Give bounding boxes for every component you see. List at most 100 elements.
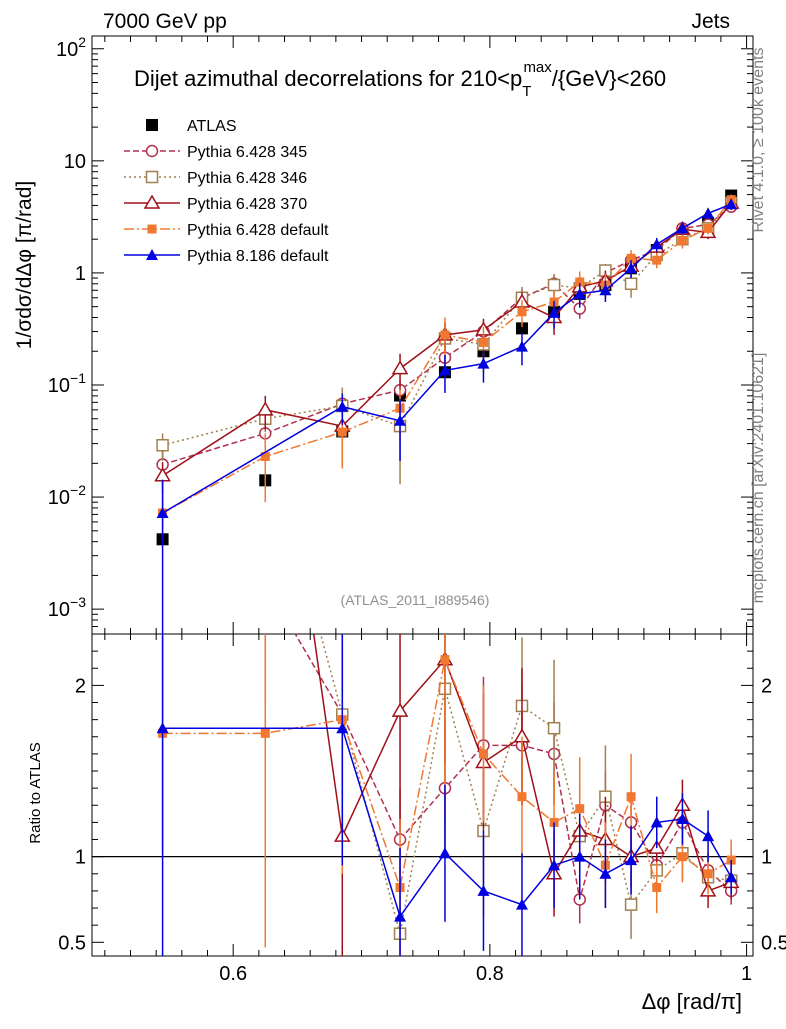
header-right: Jets [691,10,730,33]
series-pythia-6-428-346-point [156,438,169,452]
legend-entry-pythia-8-186-default-label: Pythia 8.186 default [187,248,329,265]
series-pythia-8-186-default-ratio-point [725,871,738,883]
legend-entry-pythia-6-428-345-marker [145,144,159,158]
series-pythia-8-186-default-ratio-line [162,727,732,919]
series-pythia-8-186-default-ratio-point [676,812,689,824]
series-pythia-6-428-default-point [260,452,270,462]
series-pythia-8-186-default-point [394,414,407,426]
legend-entry-atlas-marker [146,119,158,131]
ratio-series-layer [156,235,740,956]
legend-entry-pythia-8-186-default-marker [146,249,158,260]
title-prefix: Dijet azimuthal decorrelations for 210<p [134,66,522,91]
legend-entry-pythia-6-428-346-label: Pythia 6.428 346 [187,170,307,187]
series-pythia-8-186-default-ratio-point [438,847,451,859]
x-tick-label: 0.8 [476,963,504,985]
y-tick-label: 1 [75,263,86,285]
series-pythia-8-186-default-point [725,198,738,210]
legend-entry-pythia-6-428-346-marker [145,170,159,184]
series-pythia-6-428-346-point [624,277,638,291]
y-axis-label: 1/σdσ/dΔφ [π/rad] [13,181,36,349]
main-series-layer [154,189,740,634]
series-pythia-6-428-default-point [517,307,527,317]
legend: ATLAS Pythia 6.428 345 Pythia 6.428 346 Pyt… [124,118,329,265]
series-pythia-6-428-default-point [677,235,687,245]
chart-title: Dijet azimuthal decorrelations for 210<p… [134,59,666,100]
series-pythia-6-428-370-ratio-point [156,387,170,399]
series-pythia-6-428-default-ratio-point [260,728,270,738]
legend-entry-atlas-label: ATLAS [187,118,237,135]
ratio-tick-label: 2 [75,675,86,697]
series-pythia-6-428-default-ratio-point [478,749,488,759]
series-pythia-8-186-default-ratio-point [702,830,715,842]
series-pythia-6-428-default-point [478,337,488,347]
series-pythia-6-428-346-ratio-point [547,721,561,735]
series-pythia-6-428-default-ratio-point [517,792,527,802]
series-pythia-8-186-default-ratio-point [625,854,638,866]
series-pythia-8-186-default-point [548,306,561,318]
series-pythia-6-428-default-point [626,253,636,263]
main-axes: 10−3 10−2 10−1 1 10 102 [48,34,753,635]
ratio-tick-label-right: 2 [761,675,772,697]
series-pythia-8-186-default-ratio-point [156,722,169,734]
series-pythia-8-186-default-ratio-point [477,884,490,896]
x-axis-label: Δφ [rad/π] [642,989,742,1014]
rivet-label: Rivet 4.1.0, ≥ 100k events [750,48,767,233]
series-pythia-8-186-default-point [702,207,715,219]
ratio-tick-label: 1 [75,847,86,869]
legend-entry-pythia-6-428-default-label: Pythia 6.428 default [187,222,329,239]
mcplots-label: mcplots.cern.ch [arXiv:2401.10621] [750,353,767,604]
series-pythia-6-428-default-point [337,427,347,437]
series-pythia-8-186-default-point [515,340,528,352]
series-pythia-6-428-346-ratio-point [624,898,638,911]
analysis-id: (ATLAS_2011_I889546) [341,592,490,608]
series-pythia-6-428-346-ratio-line [319,634,732,934]
series-pythia-6-428-345-ratio-point [157,235,168,246]
x-tick-label: 1 [741,963,752,985]
series-pythia-8-186-default-point [477,357,490,369]
series-pythia-8-186-default-ratio-point [515,898,528,910]
series-pythia-8-186-default-ratio-point [394,910,407,922]
series-pythia-6-428-default-ratio-point [440,655,450,665]
legend-entry-pythia-6-428-370-marker [143,194,161,209]
ratio-y-axis-label: Ratio to ATLAS [27,742,44,843]
series-pythia-6-428-370-point [391,360,409,375]
title-suffix: /{GeV}<260 [552,66,666,91]
series-pythia-8-186-default-ratio-point [548,859,561,871]
series-pythia-8-186-default-ratio-point [599,867,612,879]
ratio-tick-label-right: 1 [761,847,772,869]
title-superscript: max [523,59,552,76]
series-pythia-6-428-370-point [256,401,274,416]
series-pythia-8-186-default-point [625,262,638,274]
series-pythia-8-186-default-point [599,284,612,296]
series-pythia-8-186-default-point [650,238,663,250]
series-pythia-8-186-default-ratio-point [573,850,586,862]
x-tick-label: 0.6 [219,963,247,985]
series-pythia-6-428-default-ratio-line [162,657,732,891]
series-pythia-6-428-346-line [162,202,732,446]
y-tick-label: 10 [64,151,86,173]
header-left: 7000 GeV pp [103,10,227,33]
y-tick-label: 10−2 [48,482,86,509]
series-pythia-6-428-370-ratio-point [391,702,409,717]
series-pythia-6-428-default-ratio-point [652,882,662,892]
series-pythia-8-186-default-point [336,400,349,412]
series-pythia-6-428-370-ratio-point [258,284,272,296]
ratio-panel-frame [91,633,754,957]
series-pythia-6-428-default-ratio-point [575,804,585,814]
series-pythia-6-428-default-ratio-point [677,852,687,862]
legend-entry-pythia-6-428-370-label: Pythia 6.428 370 [187,196,307,213]
series-pythia-6-428-default-point [652,255,662,265]
legend-entry-pythia-6-428-345-label: Pythia 6.428 345 [187,144,307,161]
series-pythia-8-186-default-point [676,222,689,234]
series-pythia-8-186-default-point [573,287,586,299]
series-pythia-6-428-346-point [547,278,561,292]
ratio-axes: 0.6 0.8 1 0.5 0.5 1 1 2 2 [58,634,786,985]
series-pythia-6-428-370-point [154,467,171,482]
series-pythia-6-428-345-ratio-point [260,577,271,588]
series-pythia-6-428-default-point [575,277,585,287]
series-pythia-6-428-default-ratio-point [626,792,636,802]
y-tick-label: 102 [56,34,86,61]
series-pythia-8-186-default-point [156,507,169,519]
